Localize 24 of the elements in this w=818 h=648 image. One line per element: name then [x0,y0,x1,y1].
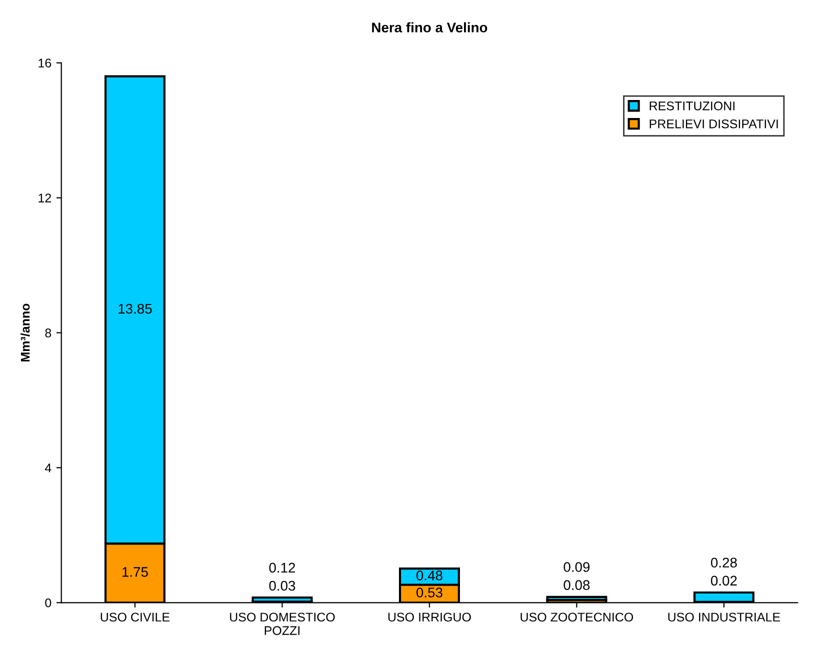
y-tick-label: 4 [44,464,52,472]
legend-label: PRELIEVI DISSIPATIVI [650,119,778,128]
data-label: 0.02 [710,576,737,586]
x-tick-label: USO CIVILE [100,612,170,622]
legend-label: RESTITUZIONI [650,101,734,110]
chart-title: Nera fino a Velino [372,22,488,32]
data-label: 0.08 [564,580,590,590]
x-tick-label: USO INDUSTRIALE [668,612,780,622]
data-label: 0.09 [564,562,590,572]
data-label: 0.28 [710,558,737,568]
data-label: 0.03 [269,580,296,591]
data-label: 1.75 [122,567,148,577]
y-tick-label: 12 [38,194,51,202]
x-tick-label: USO DOMESTICO POZZI [230,612,335,636]
x-tick-label: USO ZOOTECNICO [520,612,634,622]
data-label: 13.85 [118,304,152,314]
y-axis-title: Mm³/anno [20,304,30,362]
y-tick-label: 16 [38,58,52,68]
data-label: 0.53 [416,588,442,598]
y-tick-label: 8 [45,328,52,338]
data-label: 0.48 [416,570,442,580]
data-label: 0.12 [269,562,296,573]
y-tick-label: 0 [45,598,52,608]
x-tick-label: USO IRRIGUO [388,612,471,622]
